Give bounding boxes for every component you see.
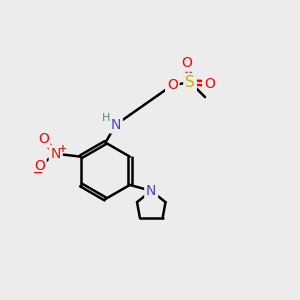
Text: O: O [182,56,193,70]
Text: S: S [185,75,195,90]
Text: N: N [111,118,121,132]
Text: N: N [146,184,157,198]
Text: +: + [58,144,66,154]
Text: O: O [204,77,215,91]
Text: O: O [38,132,49,146]
Text: −: − [33,167,43,180]
Text: H: H [102,113,110,123]
Text: O: O [38,132,49,146]
Text: O: O [167,78,178,92]
Text: H: H [102,113,110,123]
Text: O: O [34,159,45,173]
Text: N: N [50,147,61,161]
Text: N: N [146,184,157,198]
Text: O: O [34,159,45,173]
Text: N: N [50,147,61,161]
Text: S: S [185,75,195,90]
Text: N: N [111,118,121,132]
Text: O: O [204,77,215,91]
Text: O: O [167,78,178,92]
Text: O: O [182,56,193,70]
Text: +: + [58,144,66,154]
Text: −: − [33,167,43,180]
